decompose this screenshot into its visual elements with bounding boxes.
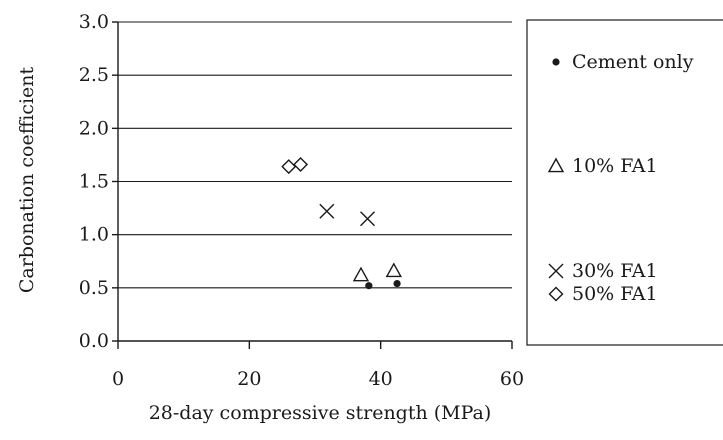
legend-label: 10% FA1 bbox=[572, 155, 658, 177]
legend-marker-cross bbox=[548, 263, 564, 279]
legend-marker-dot bbox=[552, 58, 560, 66]
y-tick-label: 1.5 bbox=[79, 171, 109, 193]
data-points bbox=[281, 156, 402, 290]
y-tick-label: 0.5 bbox=[79, 277, 109, 299]
legend-marker-diamond bbox=[548, 286, 564, 302]
x-tick-labels: 0 20 40 60 bbox=[112, 368, 524, 390]
y-tick-label: 1.0 bbox=[79, 224, 109, 246]
x-tick-label: 0 bbox=[112, 368, 124, 390]
y-tick-label: 3.0 bbox=[79, 11, 109, 33]
point-dot-1 bbox=[393, 279, 401, 288]
point-triangle-0 bbox=[352, 266, 370, 282]
legend-label: 50% FA1 bbox=[572, 283, 658, 305]
y-tick-label: 2.0 bbox=[79, 117, 109, 139]
point-cross-1 bbox=[360, 211, 376, 227]
gridlines bbox=[112, 21, 513, 349]
x-tick-label: 40 bbox=[369, 368, 393, 390]
point-diamond-1 bbox=[293, 156, 309, 172]
x-axis-title: 28-day compressive strength (MPa) bbox=[149, 402, 492, 424]
y-tick-label: 0.0 bbox=[79, 330, 109, 352]
legend-box bbox=[526, 19, 723, 346]
point-dot-0 bbox=[365, 282, 373, 290]
y-tick-labels: 0.0 0.5 1.0 1.5 2.0 2.5 3.0 bbox=[79, 11, 109, 352]
x-tick-label: 60 bbox=[500, 368, 524, 390]
legend-label: 30% FA1 bbox=[572, 260, 658, 282]
x-tick-label: 20 bbox=[237, 368, 261, 390]
legend-label: Cement only bbox=[572, 51, 694, 73]
legend-marker-triangle bbox=[547, 157, 565, 173]
y-tick-label: 2.5 bbox=[79, 64, 109, 86]
point-cross-0 bbox=[319, 203, 335, 219]
y-axis-title: Carbonation coefficient bbox=[16, 67, 38, 294]
point-diamond-0 bbox=[281, 159, 297, 175]
point-triangle-1 bbox=[385, 262, 402, 278]
axes bbox=[117, 22, 512, 342]
